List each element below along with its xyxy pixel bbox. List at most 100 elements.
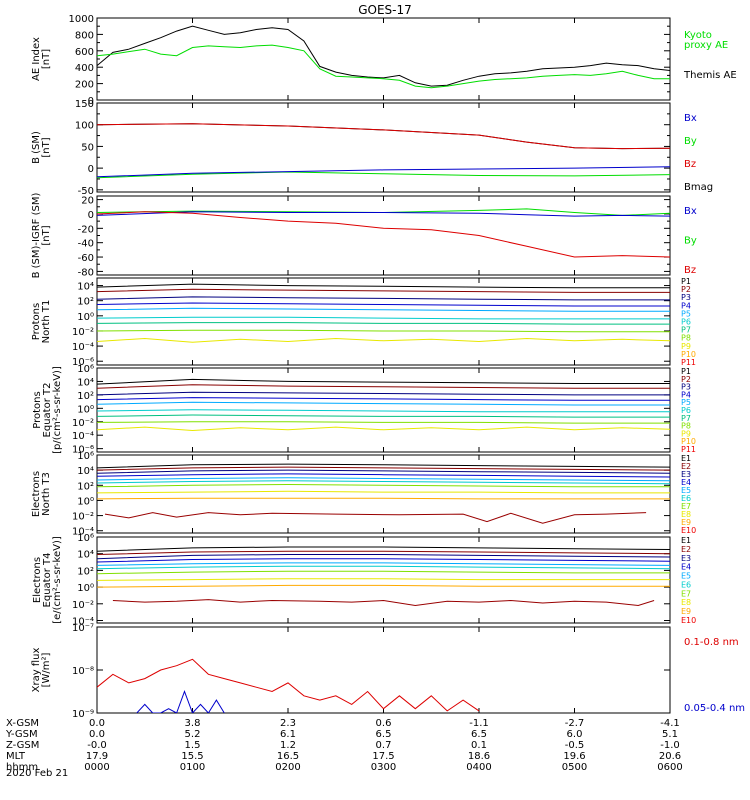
series-themis-ae xyxy=(97,25,670,87)
y-tick-label: 50 xyxy=(81,142,94,153)
legend-label: By xyxy=(684,136,697,147)
legend-label: P5 xyxy=(681,398,691,407)
panel-frame xyxy=(96,17,671,101)
x-row-value: 17.5 xyxy=(372,751,394,762)
legend-label: Bz xyxy=(684,159,696,170)
x-row-value: 17.9 xyxy=(86,751,108,762)
series-e10 xyxy=(104,512,647,524)
panel-frame xyxy=(96,195,671,276)
x-row-value: 16.5 xyxy=(277,751,299,762)
y-axis-label: North T1 xyxy=(41,300,52,344)
legend-label: E3 xyxy=(681,554,691,563)
x-row-value: 6.0 xyxy=(567,729,583,740)
y-tick-label: 10² xyxy=(77,391,94,402)
series-e5 xyxy=(97,562,670,566)
x-row-label: X-GSM xyxy=(6,718,39,729)
series-p8 xyxy=(97,421,670,424)
series-p9 xyxy=(97,426,670,432)
legend-label: Kyoto xyxy=(684,30,712,41)
legend-label: P11 xyxy=(681,445,696,454)
series-p7 xyxy=(97,414,670,418)
series-p1 xyxy=(97,378,670,385)
y-axis-label: Protons xyxy=(32,391,43,428)
legend-label: Themis AE xyxy=(683,70,737,81)
legend-label: P4 xyxy=(681,390,691,399)
y-axis-label: Equator T2 xyxy=(42,383,53,438)
y-tick-label: 600 xyxy=(75,47,94,58)
y-axis-label: Xray flux xyxy=(31,648,42,693)
series-p4 xyxy=(97,302,670,307)
y-axis-label: Protons xyxy=(31,303,42,340)
x-row-value: 6.5 xyxy=(471,729,487,740)
x-row-value: 0300 xyxy=(371,762,396,773)
y-tick-label: 1000 xyxy=(69,14,94,25)
series-p2 xyxy=(97,384,670,389)
series-bz xyxy=(97,211,670,258)
x-row-value: 18.6 xyxy=(468,751,490,762)
y-axis-label: [nT] xyxy=(41,225,52,245)
x-axis-table: X-GSM 0.0 3.8 2.3 0.6 -1.1 -2.7 -4.1 Y-GSM 0.0 5.2… xyxy=(5,718,683,773)
y-axis-label: [W/m²] xyxy=(41,652,52,687)
x-row-value: 2.3 xyxy=(280,718,296,729)
legend-label: P6 xyxy=(681,318,691,327)
panel-pt2: 10⁻⁶ 10⁻⁴ 10⁻² 10⁰ 10² 10⁴ 10⁶ Protons Equator T… xyxy=(32,364,696,456)
series-e2 xyxy=(97,550,670,555)
legend-label: E1 xyxy=(681,536,691,545)
legend-label: P10 xyxy=(681,437,696,446)
panel-ae: 0 200 400 600 800 1000 AE Index [nT] Kyotoproxy … xyxy=(31,14,737,107)
legend-label: E5 xyxy=(681,572,691,581)
series-0-05-0-4-nm xyxy=(136,690,225,713)
legend-label: P8 xyxy=(681,334,691,343)
x-row-value: 20.6 xyxy=(659,751,681,762)
date-label: 2020 Feb 21 xyxy=(6,768,68,779)
series-p9 xyxy=(97,337,670,343)
x-row-value: 0.1 xyxy=(471,740,487,751)
series-e2 xyxy=(97,466,670,471)
legend-label: E3 xyxy=(681,470,691,479)
legend-label: P5 xyxy=(681,309,691,318)
series-p5 xyxy=(97,401,670,406)
legend-label: E4 xyxy=(681,478,691,487)
x-row-label: MLT xyxy=(6,751,26,762)
x-row-value: 5.1 xyxy=(662,729,678,740)
x-row-label: Z-GSM xyxy=(6,740,39,751)
y-axis-label: Electrons xyxy=(31,471,42,517)
series-by xyxy=(97,208,670,216)
x-row-value: 0600 xyxy=(657,762,682,773)
legend-label: P9 xyxy=(681,342,691,351)
x-row-label: Y-GSM xyxy=(5,729,38,740)
legend-label: E9 xyxy=(681,518,691,527)
x-row-value: 1.2 xyxy=(280,740,296,751)
y-tick-label: 10⁻⁴ xyxy=(72,527,94,538)
y-axis-label: Electrons xyxy=(32,557,43,603)
legend-label: P2 xyxy=(681,375,691,384)
y-tick-label: 10⁰ xyxy=(77,583,94,594)
legend-label: Bmag xyxy=(684,182,713,193)
series-e3 xyxy=(97,554,670,560)
x-row-value: 3.8 xyxy=(185,718,201,729)
y-tick-label: 10⁴ xyxy=(77,550,94,561)
series-by xyxy=(97,171,670,179)
series-p8 xyxy=(97,329,670,333)
panel-pt1: 10⁻⁶ 10⁻⁴ 10⁻² 10⁰ 10² 10⁴ Protons North T1 P1P2… xyxy=(31,277,696,368)
y-tick-label: -60 xyxy=(78,253,94,264)
x-row-value: 0400 xyxy=(466,762,491,773)
x-row-label: hhmm xyxy=(6,762,38,773)
series-p4 xyxy=(97,397,670,401)
series-bx xyxy=(97,211,670,217)
x-row-value: 0.7 xyxy=(376,740,392,751)
y-tick-label: 10⁻² xyxy=(72,600,94,611)
x-row-value: 0.0 xyxy=(89,718,105,729)
legend-label: P11 xyxy=(681,358,696,367)
legend-label: P1 xyxy=(681,277,691,286)
panel-xray: 10⁻⁹ 10⁻⁸ 10⁻⁷ Xray flux [W/m²] 0.1-0.8 nm 0.0… xyxy=(31,623,745,720)
series-p6 xyxy=(97,409,670,413)
y-axis-label: AE Index xyxy=(31,37,42,81)
legend-label: P3 xyxy=(681,293,691,302)
series-bx xyxy=(97,166,670,178)
y-tick-label: 10² xyxy=(77,481,94,492)
series-e5 xyxy=(97,477,670,482)
y-tick-label: 10⁴ xyxy=(77,282,94,293)
x-row-value: 1.5 xyxy=(185,740,201,751)
